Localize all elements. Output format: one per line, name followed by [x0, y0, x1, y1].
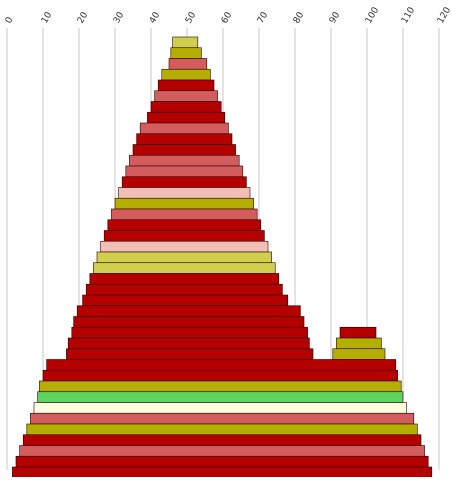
stripe-31	[46, 359, 397, 371]
x-tick-label: 30	[112, 10, 127, 25]
x-tick-label: 10	[40, 10, 55, 25]
stripe-3	[168, 58, 208, 70]
stripe-22	[93, 262, 276, 274]
stripe-7	[150, 101, 222, 113]
stripe-15	[118, 187, 251, 199]
stripe-30-secondary-1	[332, 348, 386, 360]
x-tick-label: 70	[256, 10, 271, 25]
stripes	[12, 36, 433, 479]
x-tick-label: 40	[148, 10, 163, 25]
x-tick-label: 90	[328, 10, 343, 25]
stripe-6	[154, 90, 218, 102]
stripe-4	[161, 68, 211, 81]
stripe-5	[157, 79, 215, 92]
stripe-1	[172, 36, 199, 49]
stripe-34	[37, 391, 404, 403]
x-tick-label: 60	[220, 10, 235, 25]
stripe-26	[76, 305, 301, 317]
stripe-27	[73, 316, 305, 328]
stripe-24	[85, 283, 283, 296]
stripe-37	[26, 423, 418, 436]
stripe-10	[136, 133, 233, 145]
stripe-9	[139, 122, 229, 135]
stripe-25	[82, 294, 289, 307]
stripe-19	[103, 230, 265, 242]
stripe-14	[121, 176, 247, 188]
stripe-12	[129, 154, 240, 167]
stripe-18	[107, 219, 262, 231]
stripe-35	[33, 402, 407, 414]
stripe-2	[170, 47, 202, 59]
stripe-36	[30, 412, 415, 425]
stripe-23	[89, 273, 280, 285]
stripe-17	[111, 208, 258, 221]
x-axis-tick-labels: 0 10 20 30 40 50 60 70 80 90 100 110 120	[4, 5, 452, 25]
x-tick-label: 100	[364, 5, 381, 25]
x-tick-label: 0	[4, 15, 16, 25]
stripe-40	[15, 455, 429, 468]
stripe-30	[66, 348, 314, 360]
stripe-41	[12, 466, 433, 479]
x-tick-label: 50	[184, 10, 199, 25]
stripe-38	[22, 434, 422, 446]
stripe-13	[125, 165, 244, 178]
x-tick-label: 110	[400, 5, 417, 25]
stripe-8	[147, 111, 226, 124]
x-tick-label: 20	[76, 10, 91, 25]
stripe-11	[132, 144, 236, 156]
stripe-28	[71, 326, 308, 339]
stripe-28-secondary-1	[339, 326, 377, 339]
x-tick-label: 120	[436, 5, 452, 25]
stripe-39	[19, 445, 425, 457]
stripe-32	[42, 369, 398, 382]
stripe-33	[39, 380, 402, 393]
stripe-29	[67, 337, 310, 350]
x-tick-label: 80	[292, 10, 307, 25]
stripe-21	[96, 251, 272, 264]
stripe-29-secondary-1	[336, 337, 382, 350]
stripe-16	[114, 197, 254, 210]
stripe-20	[100, 240, 269, 253]
